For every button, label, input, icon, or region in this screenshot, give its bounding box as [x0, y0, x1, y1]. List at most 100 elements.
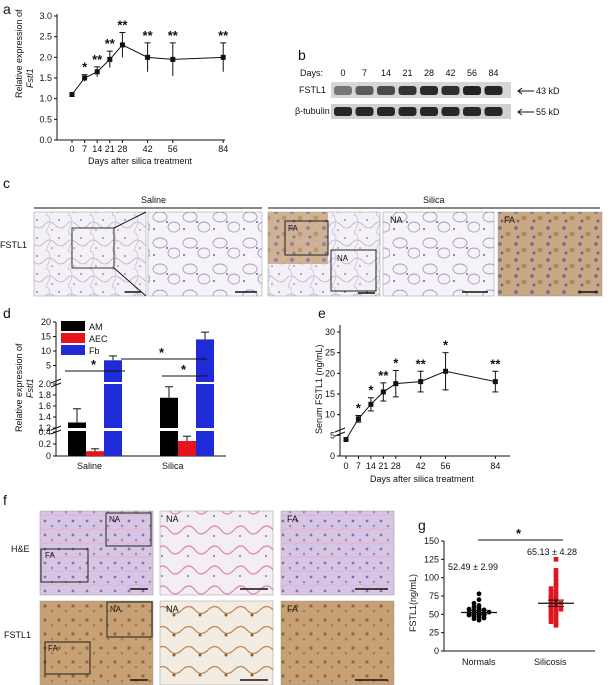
band-tubulin — [355, 107, 374, 116]
data-point-silicosis — [553, 620, 559, 626]
ihc-na-box — [106, 601, 153, 638]
panel-label-b: b — [298, 47, 306, 63]
panel-c-row-label: FSTL1 — [0, 240, 27, 250]
y-tick-label: 0.4 — [38, 427, 51, 437]
significance-star: * — [516, 526, 522, 541]
ihc-na-label: NA — [110, 605, 122, 614]
data-point-silicosis — [553, 582, 559, 588]
x-tick-label: 28 — [391, 461, 401, 471]
significance-label: * — [393, 355, 399, 370]
data-point-silicosis — [548, 598, 554, 604]
y-tick-label: 5 — [46, 361, 51, 371]
panel-g-silicosis-label: Silicosis — [534, 657, 567, 667]
he-fa-highmag-image — [280, 510, 395, 596]
y-tick-label: 75 — [429, 591, 439, 601]
data-point — [107, 56, 113, 62]
significance-label: * — [368, 383, 374, 398]
x-tick-label: 0 — [343, 461, 348, 471]
panel-label-g: g — [418, 517, 426, 533]
he-na-label: NA — [109, 515, 121, 524]
saline-highmag-image — [147, 211, 263, 297]
data-point — [94, 69, 100, 75]
y-tick-label: 1.6 — [38, 401, 51, 411]
panel-c-histology: Saline Silica FSTL1 FA NA NA FA — [0, 195, 603, 297]
day-label: 28 — [424, 68, 434, 78]
he-fa-box — [40, 548, 89, 583]
he-na-highmag-image — [159, 510, 274, 596]
data-point-silicosis — [553, 617, 559, 623]
data-point-silicosis — [548, 619, 554, 624]
significance-star: * — [181, 362, 187, 377]
ihc-lowmag-image — [39, 600, 154, 685]
bar-aec — [178, 441, 196, 456]
y-tick-label: 0 — [330, 451, 335, 461]
data-point-silicosis — [553, 571, 559, 577]
data-point-silicosis — [553, 568, 559, 573]
y-tick-label: 10 — [325, 410, 335, 420]
band-tubulin — [398, 107, 417, 116]
data-point — [69, 92, 75, 98]
legend-swatch-fb — [61, 345, 85, 355]
legend-label-aec: AEC — [89, 334, 108, 344]
y-tick-label: 1.2 — [38, 423, 51, 433]
panel-d-ylabel-gene: Fstl1 — [25, 378, 35, 398]
data-point-silicosis — [553, 579, 559, 584]
he-lowmag-image — [39, 510, 154, 596]
data-point-normals — [476, 591, 482, 597]
band-fstl1 — [441, 86, 460, 95]
x-tick-label: 14 — [92, 144, 102, 154]
he-na-box — [105, 512, 152, 547]
day-label: 0 — [340, 68, 345, 78]
band-fstl1 — [355, 86, 374, 95]
data-point — [145, 54, 151, 60]
y-tick-label: 30 — [325, 327, 335, 337]
band-fstl1 — [484, 86, 503, 95]
x-tick-label: 7 — [82, 144, 87, 154]
band-fstl1 — [420, 86, 438, 95]
data-point-silicosis — [553, 606, 559, 611]
data-point-silicosis — [553, 588, 559, 594]
data-point-silicosis — [548, 590, 554, 595]
panel-b-row2-size: 55 kD — [536, 107, 560, 117]
y-tick-label: 2.0 — [38, 379, 51, 389]
bar-aec — [86, 451, 104, 456]
panel-f-row2-label: FSTL1 — [4, 630, 31, 640]
band-fstl1 — [377, 86, 395, 95]
axis-break — [334, 427, 346, 437]
data-point-silicosis — [548, 586, 554, 591]
panel-e-xlabel: Days after silica treatment — [370, 474, 475, 484]
bar-break — [160, 428, 178, 431]
data-point-silicosis — [548, 593, 554, 599]
significance-star: * — [91, 357, 97, 372]
bar-am — [68, 422, 86, 456]
data-point — [368, 401, 374, 407]
x-tick-label: 0 — [69, 144, 74, 154]
day-label: 42 — [445, 68, 455, 78]
bar-fb — [104, 360, 122, 456]
significance-label: ** — [92, 52, 103, 67]
x-tick-label: 21 — [105, 144, 115, 154]
x-tick-label: 56 — [441, 461, 451, 471]
data-point — [220, 54, 226, 60]
y-tick-label: 2.5 — [39, 32, 52, 42]
legend-swatch-am — [61, 321, 85, 331]
panel-a-chart: 0.00.51.01.52.02.53.00 7 14 21 28 42 56 84*****… — [14, 9, 229, 166]
y-tick-label: 125 — [424, 554, 439, 564]
panel-e-ylabel: Serum FSTL1 (ng/mL) — [314, 344, 324, 434]
y-tick-label: 3.0 — [39, 11, 52, 21]
y-tick-label: 1.4 — [38, 412, 51, 422]
panel-g-normals-value: 52.49 ± 2.99 — [448, 562, 498, 572]
bar-break — [104, 428, 122, 431]
significance-label: ** — [416, 356, 427, 371]
significance-label: ** — [105, 36, 116, 51]
panel-label-e: e — [318, 305, 326, 321]
y-tick-label: 20 — [41, 317, 51, 327]
y-tick-label: 1.0 — [39, 94, 52, 104]
panel-a-ylabel: Relative expression of — [14, 9, 24, 98]
ihc-na-highmag-label: NA — [166, 604, 179, 614]
day-label: 84 — [488, 68, 498, 78]
data-point-normals — [466, 606, 472, 612]
